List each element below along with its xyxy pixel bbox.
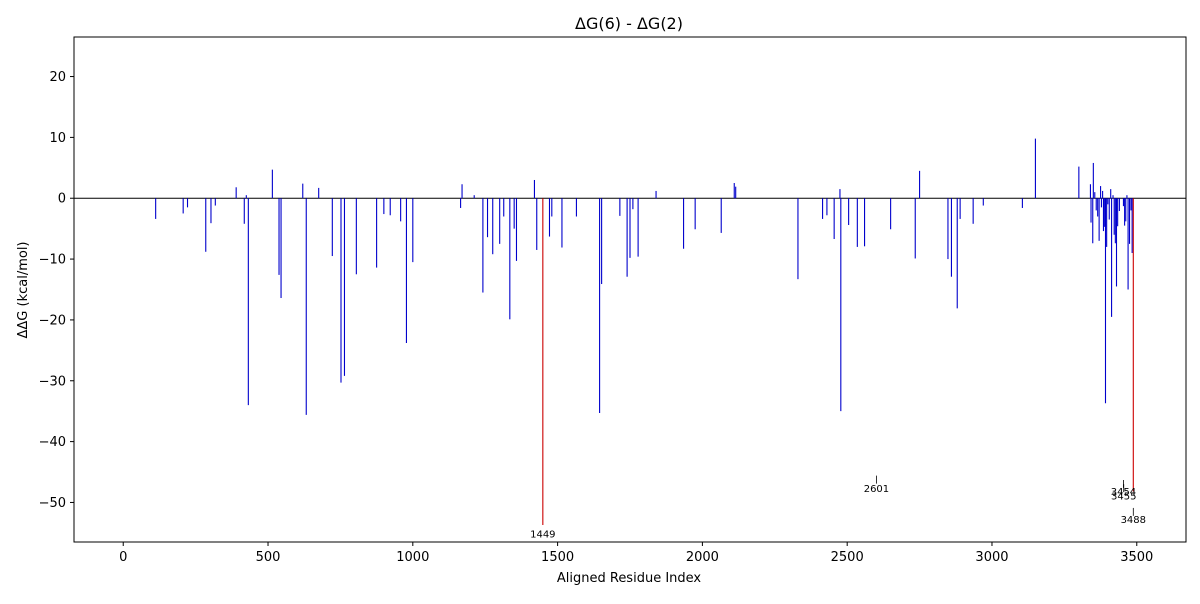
y-tick-label: 10: [49, 131, 66, 146]
y-axis-title: ΔΔG (kcal/mol): [16, 242, 31, 339]
x-tick-label: 1500: [541, 550, 574, 565]
annotation-label: 2601: [864, 484, 889, 495]
x-tick-label: 0: [119, 550, 127, 565]
x-tick-label: 500: [256, 550, 281, 565]
y-tick-label: −50: [39, 496, 66, 511]
x-tick-label: 2500: [831, 550, 864, 565]
x-tick-label: 1000: [396, 550, 429, 565]
y-tick-label: 0: [58, 192, 66, 207]
annotation-label: 3454: [1111, 487, 1136, 498]
annotation-label: 3455: [1111, 491, 1136, 502]
x-tick-label: 3500: [1120, 550, 1153, 565]
annotation-label: 1449: [530, 530, 555, 541]
x-axis-title: Aligned Residue Index: [557, 571, 702, 586]
y-tick-label: −30: [39, 374, 66, 389]
chart-title: ΔG(6) - ΔG(2): [575, 14, 683, 33]
y-tick-label: −10: [39, 253, 66, 268]
y-tick-label: −40: [39, 435, 66, 450]
y-tick-label: −20: [39, 313, 66, 328]
x-tick-label: 3000: [975, 550, 1008, 565]
x-tick-label: 2000: [686, 550, 719, 565]
plot-frame: [73, 36, 1187, 543]
y-tick-label: 20: [49, 70, 66, 85]
annotation-label: 3488: [1121, 515, 1146, 526]
